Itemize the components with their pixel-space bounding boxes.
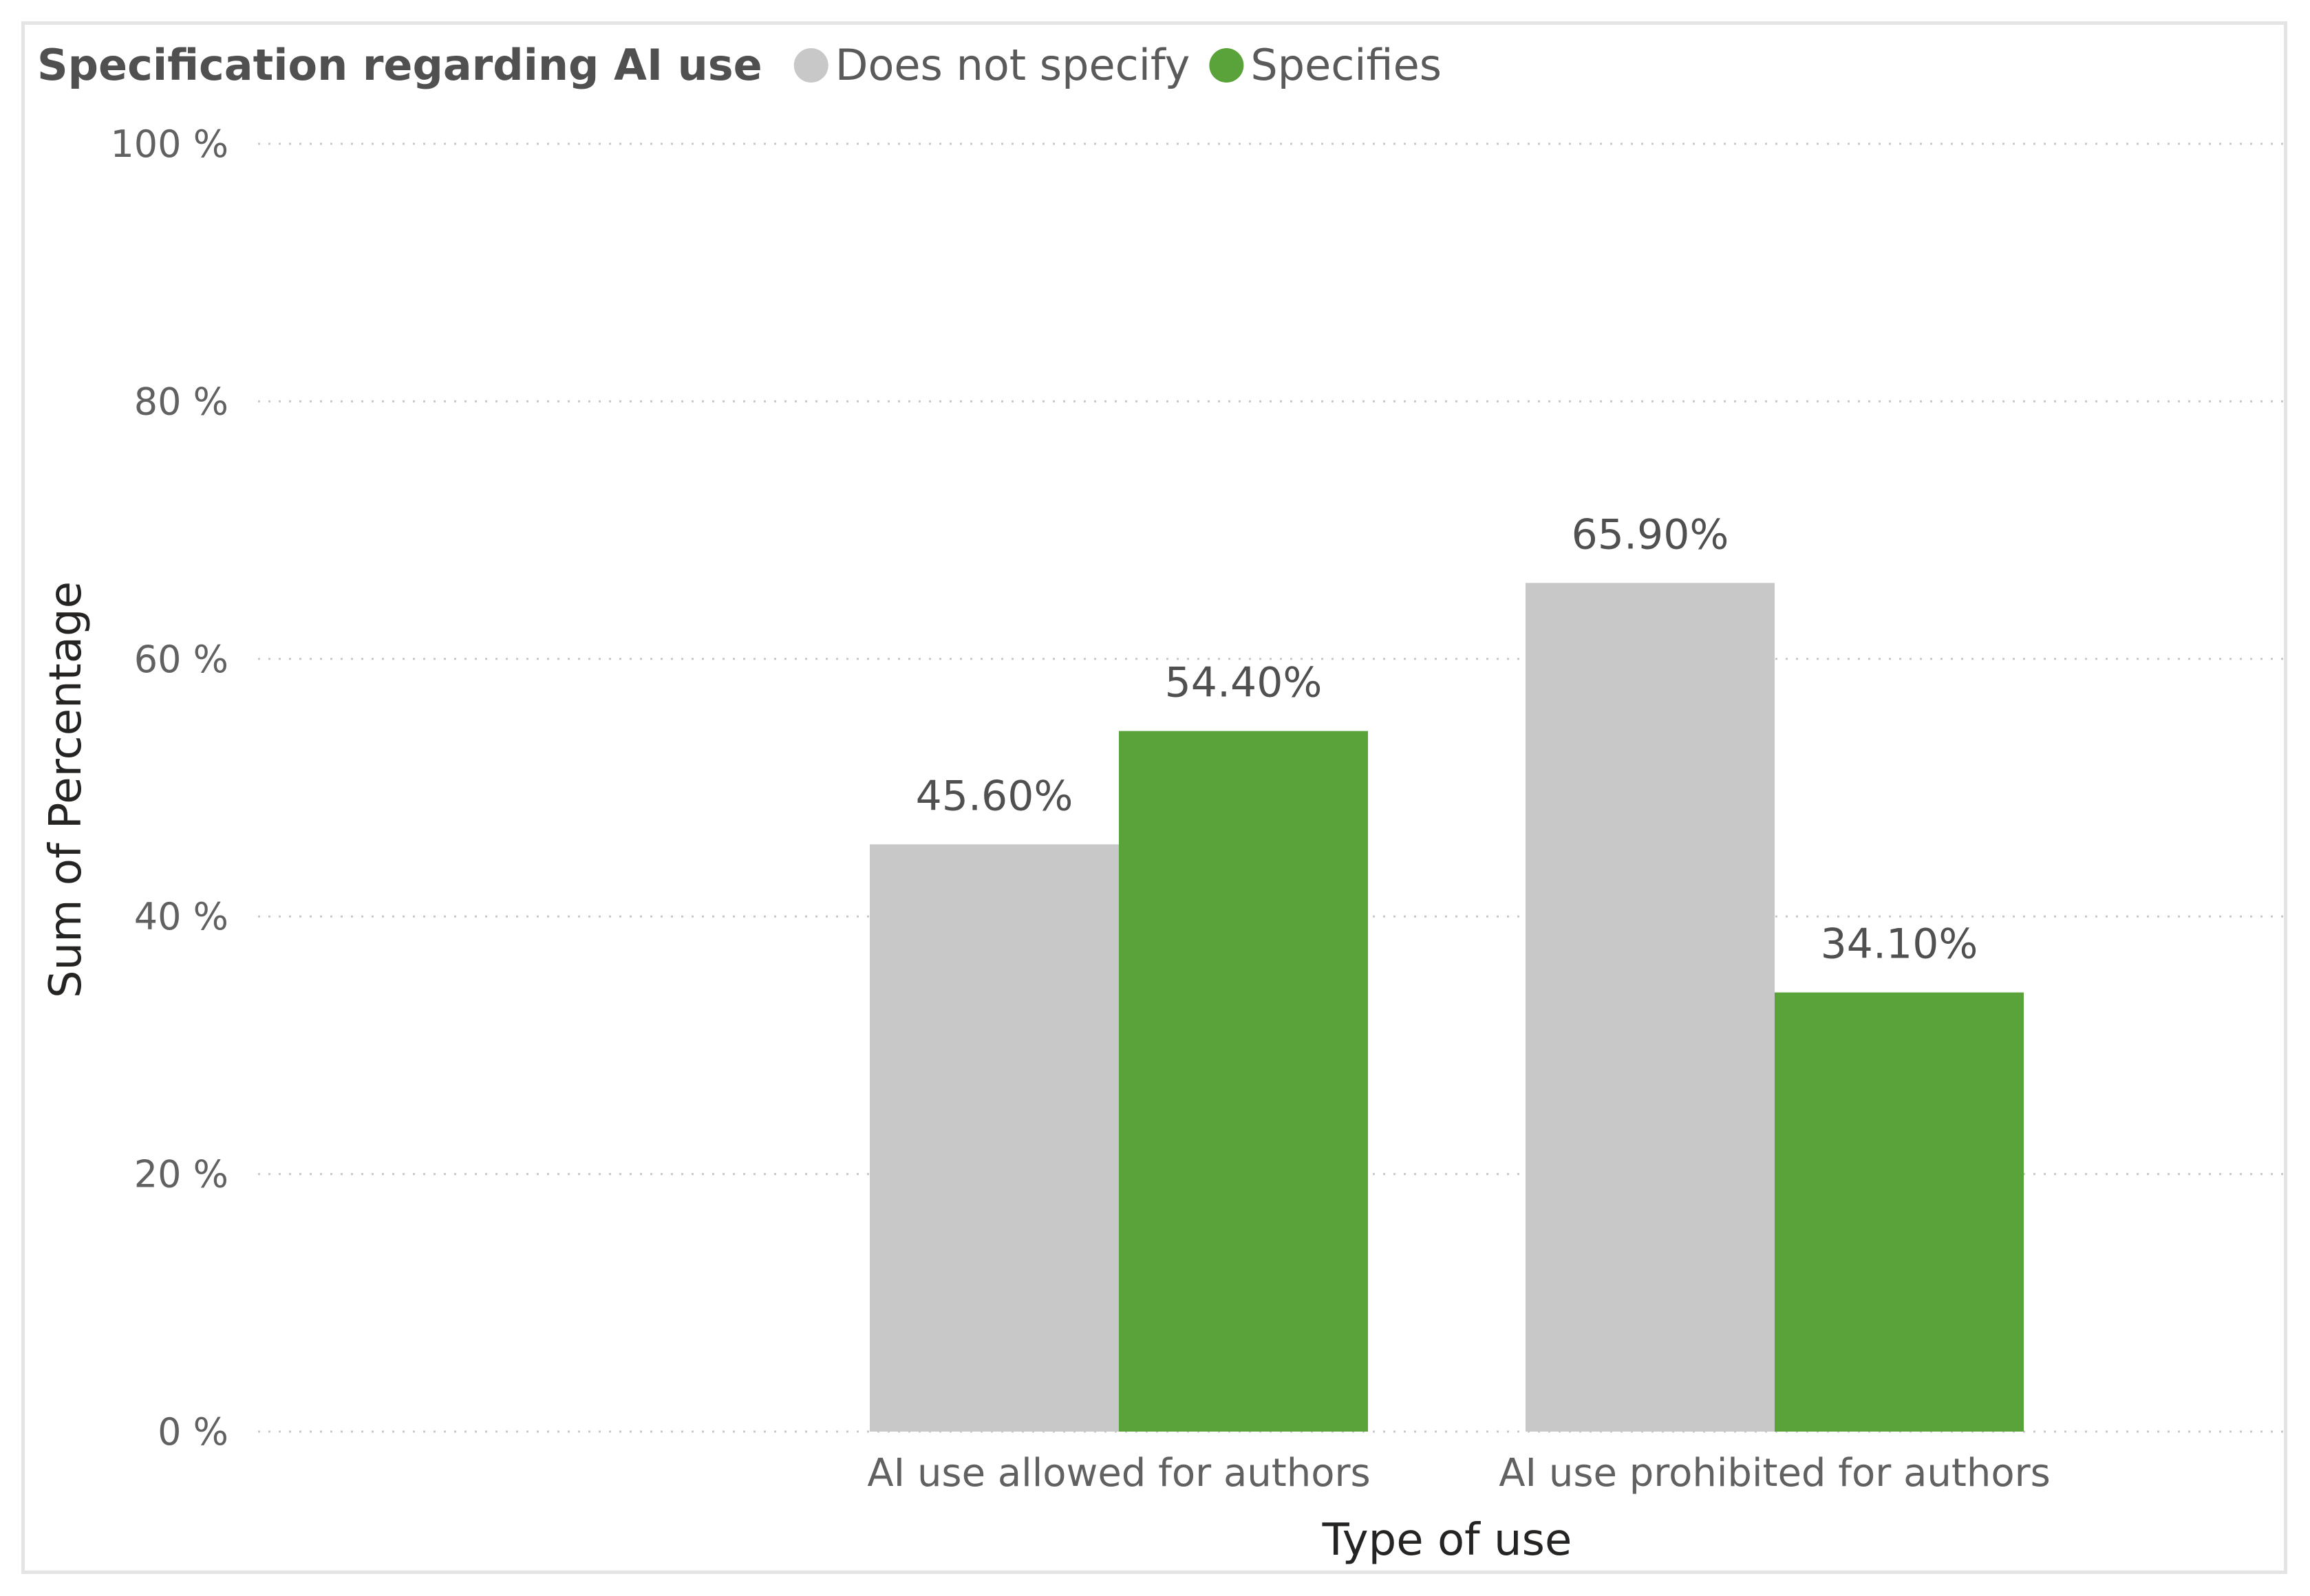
y-tick-label: 40 % xyxy=(134,895,228,938)
data-labels: 45.60% 54.40% 65.90% 34.10% xyxy=(916,510,1978,968)
data-label: 54.40% xyxy=(1165,659,1323,707)
bar xyxy=(1119,731,1368,1432)
x-axis-ticks: AI use allowed for authors AI use prohibi… xyxy=(867,1451,2050,1496)
y-tick-label: 80 % xyxy=(134,380,228,423)
x-tick-label: AI use prohibited for authors xyxy=(1499,1451,2051,1496)
legend: Specification regarding AI use Does not … xyxy=(37,40,1442,90)
y-tick-label: 0 % xyxy=(158,1410,228,1454)
y-tick-label: 60 % xyxy=(134,638,228,681)
data-label: 65.90% xyxy=(1572,510,1729,559)
y-axis-title: Sum of Percentage xyxy=(41,581,92,998)
bar xyxy=(1526,583,1775,1432)
legend-title: Specification regarding AI use xyxy=(37,40,762,90)
legend-marker-1 xyxy=(1209,48,1244,83)
y-axis-ticks: 0 % 20 % 40 % 60 % 80 % 100 % xyxy=(110,122,228,1454)
bars xyxy=(870,583,2024,1432)
legend-label-0: Does not specify xyxy=(835,40,1190,90)
legend-marker-0 xyxy=(793,48,828,83)
x-tick-label: AI use allowed for authors xyxy=(867,1451,1370,1496)
bar xyxy=(870,844,1119,1432)
x-axis-title: Type of use xyxy=(1322,1515,1572,1566)
bar xyxy=(1775,992,2024,1432)
data-label: 34.10% xyxy=(1821,920,1978,969)
data-label: 45.60% xyxy=(916,772,1073,820)
legend-label-1: Specifies xyxy=(1250,40,1442,90)
y-tick-label: 100 % xyxy=(110,122,228,166)
y-tick-label: 20 % xyxy=(134,1153,228,1196)
